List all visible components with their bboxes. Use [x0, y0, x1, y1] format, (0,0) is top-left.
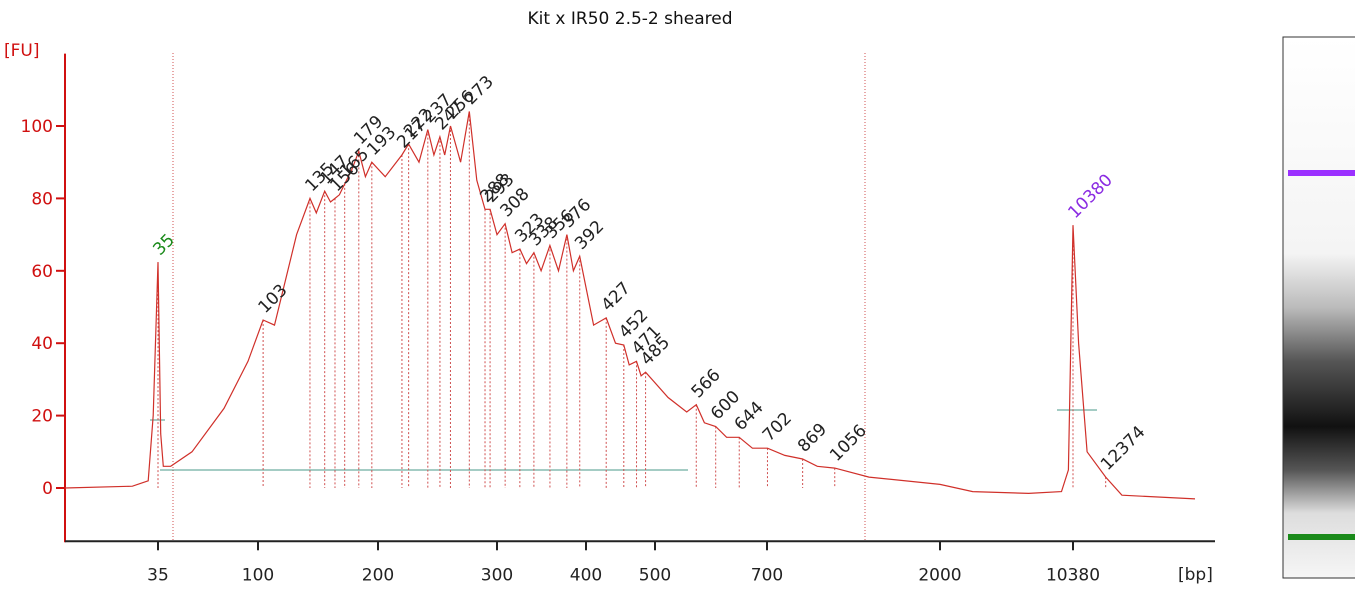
plot-area: 0 20 40 60 80 100 35 100 200 300 400 500 700 2000 1038… — [21, 53, 1215, 585]
trace-line — [64, 111, 1196, 500]
x-tick-label: 2000 — [918, 565, 961, 585]
x-tick-label: 700 — [751, 565, 783, 585]
x-tick-label: 300 — [481, 565, 513, 585]
x-tick-label: 35 — [147, 565, 169, 585]
y-tick-label: 80 — [31, 189, 53, 209]
peak-label: 427 — [598, 278, 635, 315]
x-tick-label: 10380 — [1046, 565, 1100, 585]
y-tick-label: 0 — [42, 479, 53, 499]
x-tick-label: 100 — [242, 565, 274, 585]
y-tick-label: 40 — [31, 334, 53, 354]
y-tick-label: 60 — [31, 262, 53, 282]
x-axis-label: [bp] — [1178, 565, 1213, 585]
peak-label: 1056 — [826, 421, 871, 466]
y-tick-label: 20 — [31, 407, 53, 427]
peak-label: 35 — [149, 230, 178, 259]
y-axis-label: [FU] — [4, 41, 40, 61]
gel-lane — [1282, 36, 1355, 579]
x-tick-label: 400 — [570, 565, 602, 585]
y-tick-label: 100 — [21, 117, 53, 137]
x-tick-label: 500 — [639, 565, 671, 585]
peak-label: 12374 — [1097, 422, 1149, 474]
gel-band-lower — [1288, 534, 1355, 540]
x-tick-label: 200 — [362, 565, 394, 585]
chart-title: Kit x IR50 2.5-2 sheared — [527, 9, 732, 29]
gel-band-upper — [1288, 170, 1355, 176]
peak-label: 103 — [255, 280, 292, 317]
peak-label: 10380 — [1064, 170, 1116, 222]
